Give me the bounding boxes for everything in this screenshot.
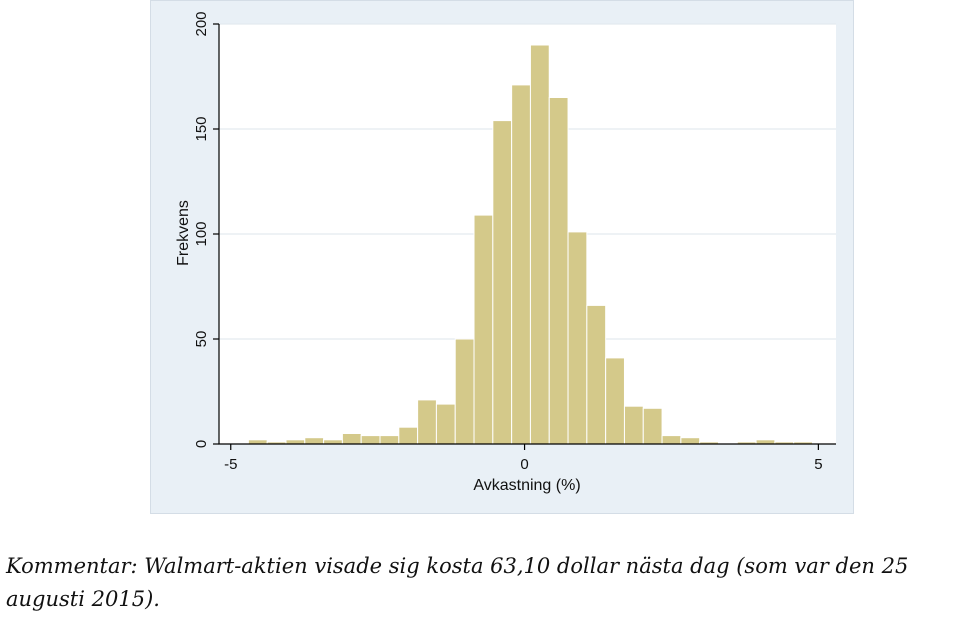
axes: [213, 23, 836, 450]
x-tick-label: -5: [224, 456, 237, 473]
x-tick-label: 5: [814, 456, 822, 473]
histogram-bar: [623, 405, 644, 445]
x-tick-label: 0: [520, 456, 528, 473]
histogram-bars: [247, 44, 813, 445]
histogram-bar: [548, 97, 569, 445]
y-tick-label: 100: [193, 221, 210, 246]
y-tick-label: 50: [193, 331, 210, 348]
histogram-bar: [642, 407, 663, 445]
histogram-bar: [304, 437, 325, 445]
histogram-bar: [567, 231, 588, 445]
histogram-bar: [435, 403, 456, 445]
histogram-bar: [454, 338, 475, 445]
histogram-bar: [492, 120, 513, 445]
histogram-bar: [755, 439, 776, 445]
figure-caption: Kommentar: Walmart-aktien visade sig kos…: [6, 554, 909, 611]
y-axis-title: Frekvens: [175, 200, 192, 266]
histogram-bar: [398, 426, 419, 445]
histogram-bar: [586, 304, 607, 445]
histogram-bar: [605, 357, 625, 445]
x-axis-title: Avkastning (%): [473, 477, 580, 494]
y-tick-label: 200: [193, 11, 210, 36]
y-tick-label: 150: [193, 116, 210, 141]
histogram-bar: [473, 214, 494, 445]
histogram-bar: [529, 44, 550, 445]
histogram-bar: [341, 433, 362, 445]
histogram-bar: [680, 437, 701, 445]
histogram-bar: [247, 439, 268, 445]
histogram-bar: [379, 435, 400, 445]
figure-panel: -5 0 5 0 50 100 150 200 Avkastning (%) Frekvens: [150, 0, 854, 514]
y-tick-label: 0: [193, 440, 210, 448]
histogram-bar: [360, 435, 381, 445]
histogram-bar: [417, 399, 437, 445]
histogram-bar: [285, 439, 306, 445]
histogram-bar: [323, 439, 343, 445]
histogram-bar: [511, 84, 531, 445]
histogram-bar: [661, 435, 682, 445]
